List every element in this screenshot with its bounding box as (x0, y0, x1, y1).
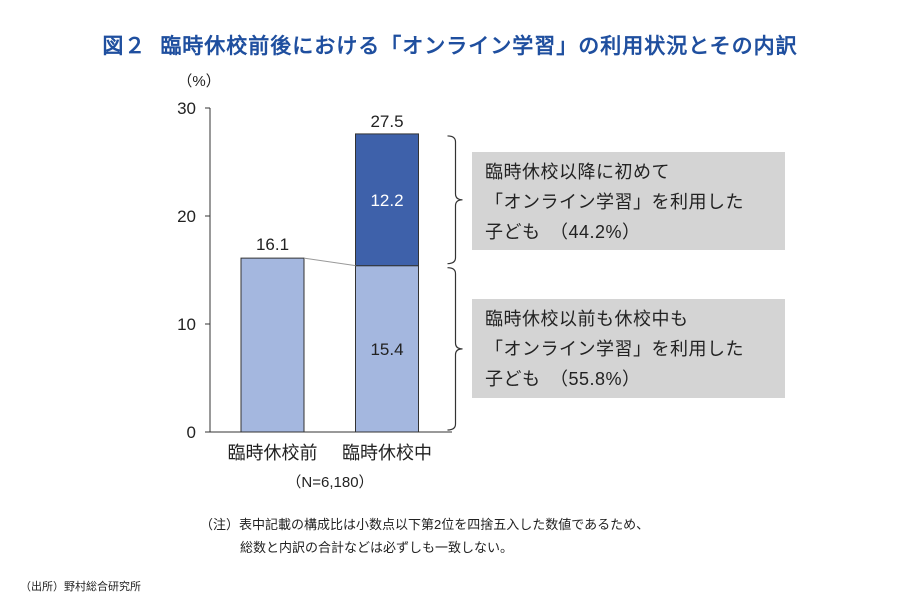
bar-1-segment-0-label: 15.4 (370, 340, 403, 359)
bar-1-total-label: 27.5 (370, 112, 403, 131)
bar-1-segment-1-label: 12.2 (370, 191, 403, 210)
connector-line (303, 257, 356, 267)
y-tick-label-20: 20 (177, 207, 196, 226)
sample-size-note: （N=6,180） (286, 474, 373, 491)
bar-0-segment-0 (240, 257, 305, 433)
y-tick-label-0: 0 (187, 423, 196, 442)
footnote-line-1: （注）表中記載の構成比は小数点以下第2位を四捨五入した数値であるため、 (200, 517, 650, 532)
figure-number: 図２ (102, 35, 147, 58)
callout-line: 臨時休校以降に初めて (485, 162, 670, 182)
callout-line: 子ども （55.8%） (485, 369, 641, 389)
callout-line: 子ども （44.2%） (485, 222, 641, 242)
callout-first-time-users: 臨時休校以降に初めて 「オンライン学習」を利用した 子ども （44.2%） (472, 152, 785, 250)
bar-1-segment-0 (355, 265, 419, 433)
figure-title-text: 臨時休校前後における「オンライン学習」の利用状況とその内訳 (160, 35, 798, 58)
category-label-1: 臨時休校中 (342, 443, 432, 463)
callout-line: 「オンライン学習」を利用した (485, 339, 744, 359)
y-tick-label-10: 10 (177, 315, 196, 334)
footnote-line-2: 総数と内訳の合計などは必ずしも一致しない。 (240, 540, 514, 555)
bar-0-total-label: 16.1 (256, 235, 289, 254)
callout-bracket-0 (447, 135, 463, 265)
bar-1-segment-1 (355, 133, 419, 267)
callout-continuing-users: 臨時休校以前も休校中も 「オンライン学習」を利用した 子ども （55.8%） (472, 299, 785, 398)
callout-line: 「オンライン学習」を利用した (485, 192, 744, 212)
y-axis-unit: （%） (177, 73, 220, 90)
source-note: （出所）野村総合研究所 (20, 581, 141, 593)
y-tick-label-30: 30 (177, 99, 196, 118)
figure-title: 図２ 臨時休校前後における「オンライン学習」の利用状況とその内訳 (0, 30, 900, 60)
callout-line: 臨時休校以前も休校中も (485, 309, 689, 329)
category-label-0: 臨時休校前 (228, 443, 318, 463)
callout-bracket-1 (447, 267, 463, 431)
